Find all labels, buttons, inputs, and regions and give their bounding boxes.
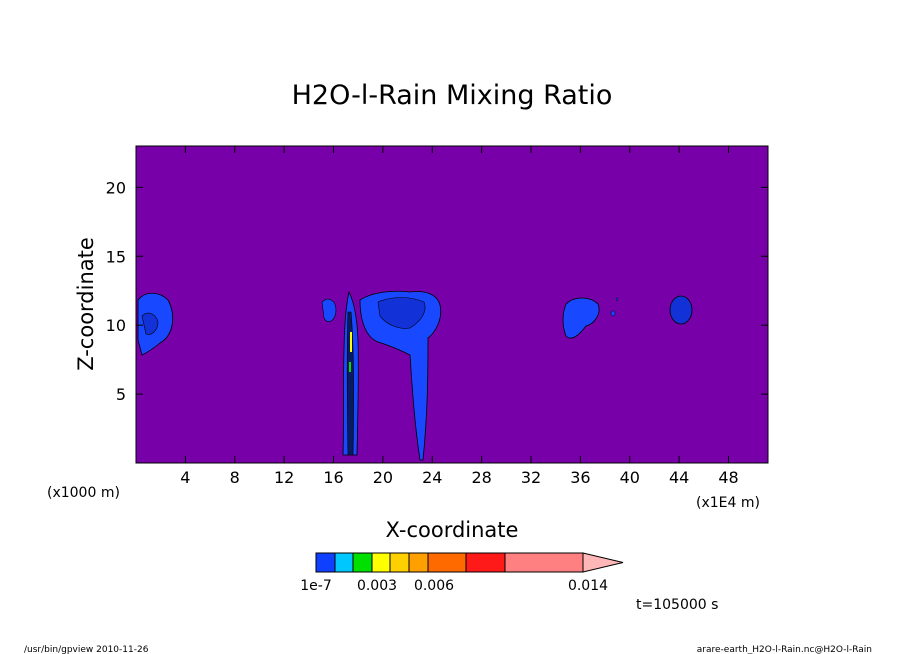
- x-tick-label: 16: [323, 468, 343, 487]
- x-tick-label: 8: [230, 468, 240, 487]
- colorbar-label-2: 0.003: [357, 578, 397, 594]
- x-tick-label: 40: [620, 468, 640, 487]
- colorbar-segment: [427, 552, 467, 573]
- colorbar: [315, 552, 624, 573]
- x-tick-label: 12: [274, 468, 294, 487]
- x-axis-ticks: 4 8 12 16 20 24 28 32 36 40 44 48: [180, 146, 739, 487]
- x-tick-label: 20: [373, 468, 393, 487]
- y-tick-label: 5: [116, 385, 126, 404]
- x-tick-label: 28: [471, 468, 491, 487]
- colorbar-label-1: 1e-7: [300, 578, 331, 594]
- y-axis-ticks: 5 10 15 20: [106, 178, 768, 404]
- time-annotation: t=105000 s: [636, 597, 718, 613]
- contour-small-dot-2: [615, 297, 619, 302]
- x-tick-label: 24: [422, 468, 442, 487]
- chart-title: H2O-l-Rain Mixing Ratio: [292, 80, 613, 111]
- contour-region-anvil-core: [377, 297, 426, 329]
- colorbar-segment: [465, 552, 506, 573]
- colorbar-label-4: 0.014: [568, 578, 608, 594]
- colorbar-segment: [408, 552, 429, 573]
- contour-region-anvil: [359, 290, 442, 461]
- contour-region-oval: [669, 295, 693, 325]
- contour-region-left-edge-core: [141, 312, 159, 335]
- x-tick-label: 32: [521, 468, 541, 487]
- x-axis-label: X-coordinate: [386, 518, 519, 542]
- colorbar-segment: [352, 552, 373, 573]
- contour-region-column-peak: [350, 332, 352, 352]
- contour-region-column-core: [346, 311, 354, 456]
- footer-left: /usr/bin/gpview 2010-11-26: [24, 645, 149, 654]
- x-tick-label: 44: [669, 468, 689, 487]
- y-tick-label: 10: [106, 316, 126, 335]
- footer-right: arare-earth_H2O-l-Rain.nc@H2O-l-Rain: [697, 645, 872, 654]
- contour-region-column-peak-2: [349, 362, 351, 372]
- contour-small-blob: [321, 298, 337, 322]
- y-axis-label: Z-coordinate: [74, 237, 98, 371]
- y-tick-label: 15: [106, 247, 126, 266]
- x-tick-label: 36: [570, 468, 590, 487]
- contour-region-right-cloud: [562, 297, 600, 339]
- x-unit-left: (x1000 m): [47, 485, 120, 501]
- colorbar-segment: [389, 552, 410, 573]
- x-tick-label: 4: [180, 468, 190, 487]
- colorbar-segment: [334, 552, 354, 573]
- colorbar-segment: [371, 552, 391, 573]
- colorbar-label-3: 0.006: [414, 578, 454, 594]
- plot-area: [135, 145, 769, 464]
- colorbar-segment: [504, 552, 584, 573]
- contour-features: [137, 290, 693, 461]
- colorbar-segment: [315, 552, 336, 573]
- colorbar-extension-arrow: [582, 552, 624, 573]
- contour-small-dot-1: [610, 310, 616, 317]
- x-unit-right: (x1E4 m): [696, 495, 760, 511]
- x-tick-label: 48: [718, 468, 738, 487]
- y-tick-label: 20: [106, 178, 126, 197]
